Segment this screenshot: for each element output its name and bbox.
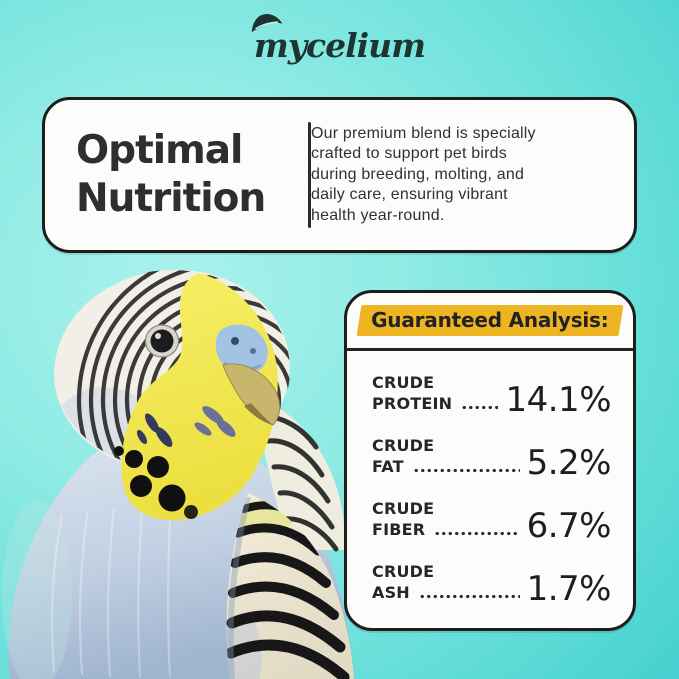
info-card-title: Optimal Nutrition: [76, 128, 266, 221]
row-label-name: PROTEIN: [372, 394, 453, 413]
analysis-row-protein: CRUDE PROTEIN 14.1%: [372, 372, 611, 420]
info-card-description: Our premium blend is specially crafted t…: [311, 124, 536, 224]
mushroom-cap-icon: [251, 14, 283, 33]
row-label-group: CRUDE: [372, 499, 435, 518]
dotted-leader: [434, 531, 520, 536]
row-label-name: ASH: [372, 583, 410, 602]
analysis-row-fat: CRUDE FAT 5.2%: [372, 435, 612, 483]
analysis-card-header: Guaranteed Analysis:: [347, 293, 633, 351]
brand-logo: mycelium: [0, 14, 679, 65]
row-label-group: CRUDE: [372, 562, 435, 581]
dotted-leader: [418, 594, 520, 599]
vertical-divider: [308, 122, 311, 228]
row-value: 14.1%: [505, 380, 611, 420]
row-label-group: CRUDE: [372, 373, 435, 392]
brand-name: mycelium: [253, 26, 426, 65]
analysis-row-ash: CRUDE ASH 1.7%: [372, 561, 612, 609]
dotted-leader: [461, 405, 499, 410]
row-label-group: CRUDE: [372, 436, 435, 455]
analysis-card: Guaranteed Analysis: CRUDE PROTEIN 14.1%…: [344, 290, 636, 631]
row-label-name: FAT: [372, 457, 404, 476]
analysis-title: Guaranteed Analysis:: [371, 308, 609, 332]
dotted-leader: [412, 468, 520, 473]
title-highlight: Guaranteed Analysis:: [356, 305, 624, 336]
row-value: 1.7%: [526, 569, 612, 609]
analysis-row-fiber: CRUDE FIBER 6.7%: [372, 498, 612, 546]
budgerigar-photo: [2, 269, 355, 679]
row-value: 6.7%: [526, 506, 612, 546]
analysis-rows: CRUDE PROTEIN 14.1% CRUDE FAT 5.2%: [347, 351, 633, 624]
row-label-name: FIBER: [372, 520, 426, 539]
row-value: 5.2%: [526, 443, 612, 483]
info-card: Optimal Nutrition Our premium blend is s…: [42, 97, 637, 253]
